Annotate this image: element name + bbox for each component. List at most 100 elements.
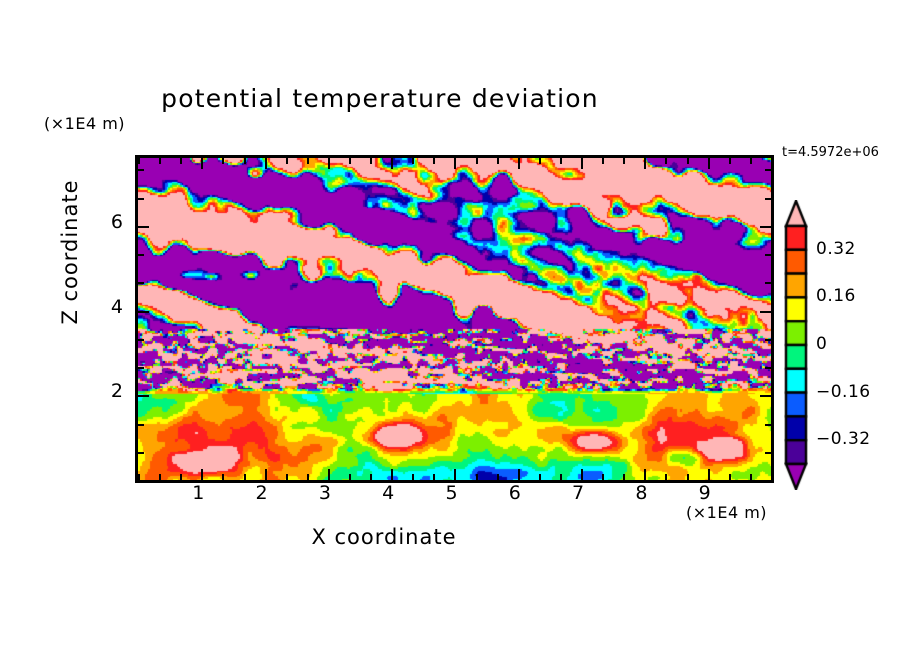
x-tick-bottom — [412, 474, 414, 480]
z-axis-unit-label: (×1E4 m) — [44, 114, 126, 133]
x-tick-top — [687, 158, 689, 164]
contour-field-canvas — [138, 158, 771, 480]
y-tick-label: 2 — [110, 380, 123, 403]
x-tick-bottom — [497, 474, 499, 480]
x-tick-bottom — [581, 469, 583, 480]
x-tick-bottom — [244, 474, 246, 480]
y-tick-left — [138, 424, 144, 426]
x-tick-bottom — [644, 469, 646, 480]
x-tick-top — [159, 158, 161, 164]
x-tick-top — [138, 158, 140, 164]
x-tick-top — [328, 158, 330, 169]
y-tick-left — [138, 367, 144, 369]
y-tick-left — [138, 198, 144, 200]
y-tick-right — [765, 254, 771, 256]
colorbar-canvas — [784, 200, 808, 490]
x-tick-bottom — [602, 474, 604, 480]
x-tick-bottom — [349, 474, 351, 480]
y-tick-right — [765, 339, 771, 341]
y-tick-label: 6 — [110, 210, 123, 233]
x-tick-bottom — [665, 474, 667, 480]
x-tick-top — [412, 158, 414, 164]
colorbar-tick-label: −0.16 — [816, 381, 871, 402]
x-tick-bottom — [180, 474, 182, 480]
y-tick-left — [138, 169, 144, 171]
x-tick-top — [560, 158, 562, 164]
x-tick-label: 2 — [255, 482, 268, 504]
y-tick-right — [765, 282, 771, 284]
x-tick-top — [750, 158, 752, 164]
y-tick-left — [138, 339, 144, 341]
x-tick-bottom — [307, 474, 309, 480]
x-tick-bottom — [159, 474, 161, 480]
x-tick-label: 8 — [635, 482, 648, 504]
x-tick-label: 6 — [508, 482, 521, 504]
x-tick-bottom — [518, 469, 520, 480]
x-tick-top — [222, 158, 224, 164]
x-tick-top — [708, 158, 710, 169]
x-tick-bottom — [391, 469, 393, 480]
colorbar-tick-label: −0.32 — [816, 429, 871, 450]
y-tick-right — [760, 226, 771, 228]
x-tick-top — [665, 158, 667, 164]
colorbar-tick-label: 0.32 — [816, 238, 856, 259]
x-tick-bottom — [433, 474, 435, 480]
x-tick-label: 5 — [445, 482, 458, 504]
x-axis-unit-label: (×1E4 m) — [686, 503, 768, 522]
x-tick-top — [307, 158, 309, 164]
y-tick-right — [765, 480, 771, 482]
x-tick-top — [644, 158, 646, 169]
plot-area — [135, 155, 774, 483]
y-tick-left — [138, 254, 144, 256]
y-tick-right — [760, 311, 771, 313]
x-axis-title: X coordinate — [311, 525, 457, 549]
x-tick-top — [286, 158, 288, 164]
x-tick-bottom — [328, 469, 330, 480]
x-tick-bottom — [201, 469, 203, 480]
x-tick-bottom — [771, 474, 773, 480]
x-tick-top — [729, 158, 731, 164]
x-tick-top — [391, 158, 393, 169]
x-tick-label: 3 — [318, 482, 331, 504]
x-tick-bottom — [750, 474, 752, 480]
x-tick-bottom — [138, 474, 140, 480]
x-tick-bottom — [708, 469, 710, 480]
x-tick-label: 7 — [572, 482, 585, 504]
x-tick-bottom — [454, 469, 456, 480]
x-tick-top — [623, 158, 625, 164]
y-tick-right — [765, 169, 771, 171]
x-tick-top — [497, 158, 499, 164]
x-tick-bottom — [286, 474, 288, 480]
x-tick-label: 4 — [382, 482, 395, 504]
x-tick-top — [265, 158, 267, 169]
x-tick-top — [370, 158, 372, 164]
x-tick-top — [180, 158, 182, 164]
x-tick-top — [454, 158, 456, 169]
x-tick-bottom — [539, 474, 541, 480]
x-tick-bottom — [729, 474, 731, 480]
y-tick-label: 4 — [110, 295, 123, 318]
y-tick-left — [138, 480, 144, 482]
x-tick-bottom — [222, 474, 224, 480]
x-tick-bottom — [623, 474, 625, 480]
colorbar-tick-label: 0 — [816, 334, 828, 354]
x-tick-top — [581, 158, 583, 169]
x-tick-label: 1 — [192, 482, 205, 504]
x-tick-top — [771, 158, 773, 164]
x-tick-top — [349, 158, 351, 164]
y-tick-right — [765, 424, 771, 426]
x-tick-bottom — [560, 474, 562, 480]
x-tick-bottom — [370, 474, 372, 480]
y-tick-right — [760, 395, 771, 397]
x-tick-bottom — [476, 474, 478, 480]
timestamp-label: t=4.5972e+06 — [782, 145, 879, 160]
y-tick-right — [765, 198, 771, 200]
y-tick-left — [138, 311, 149, 313]
x-tick-top — [476, 158, 478, 164]
x-tick-top — [244, 158, 246, 164]
y-tick-left — [138, 226, 149, 228]
y-tick-left — [138, 452, 144, 454]
x-tick-bottom — [687, 474, 689, 480]
y-tick-right — [765, 452, 771, 454]
